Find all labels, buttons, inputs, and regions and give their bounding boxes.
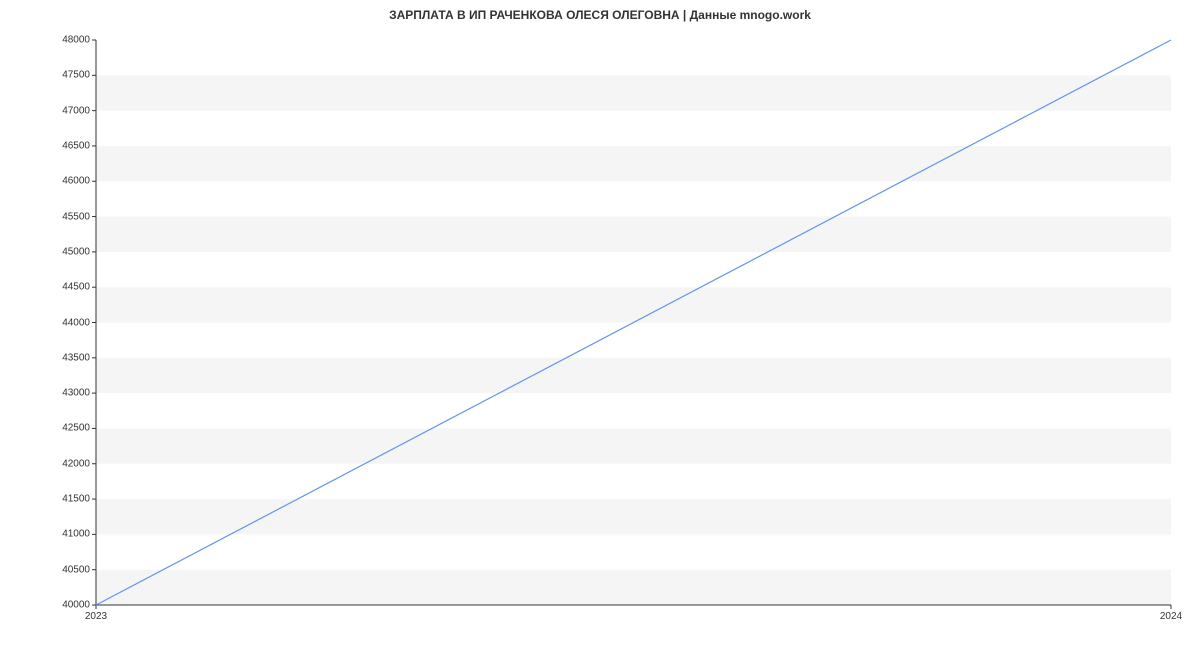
grid-band	[96, 499, 1171, 534]
grid-band	[96, 570, 1171, 605]
y-tick-label: 46500	[62, 140, 96, 151]
y-tick-label: 44000	[62, 317, 96, 328]
grid-band	[96, 393, 1171, 428]
y-tick-label: 44500	[62, 282, 96, 293]
y-tick-label: 46000	[62, 176, 96, 187]
y-tick-label: 45000	[62, 246, 96, 257]
y-tick-label: 47000	[62, 105, 96, 116]
y-tick-label: 43000	[62, 388, 96, 399]
grid-band	[96, 464, 1171, 499]
y-tick-label: 42500	[62, 423, 96, 434]
grid-band	[96, 217, 1171, 252]
grid-band	[96, 75, 1171, 110]
grid-band	[96, 252, 1171, 287]
grid-band	[96, 358, 1171, 393]
chart-title: ЗАРПЛАТА В ИП РАЧЕНКОВА ОЛЕСЯ ОЛЕГОВНА |…	[0, 8, 1200, 22]
grid-band	[96, 111, 1171, 146]
x-tick-label: 2023	[85, 605, 107, 622]
chart-svg	[96, 40, 1171, 605]
y-tick-label: 47500	[62, 70, 96, 81]
plot-area: 4000040500410004150042000425004300043500…	[96, 40, 1171, 605]
grid-band	[96, 40, 1171, 75]
y-tick-label: 45500	[62, 211, 96, 222]
y-tick-label: 42000	[62, 458, 96, 469]
grid-band	[96, 181, 1171, 216]
y-tick-label: 41000	[62, 529, 96, 540]
grid-band	[96, 428, 1171, 463]
grid-band	[96, 146, 1171, 181]
grid-band	[96, 323, 1171, 358]
y-tick-label: 41500	[62, 494, 96, 505]
y-tick-label: 48000	[62, 35, 96, 46]
grid-band	[96, 534, 1171, 569]
y-tick-label: 40500	[62, 564, 96, 575]
x-tick-label: 2024	[1160, 605, 1182, 622]
grid-band	[96, 287, 1171, 322]
y-tick-label: 43500	[62, 352, 96, 363]
